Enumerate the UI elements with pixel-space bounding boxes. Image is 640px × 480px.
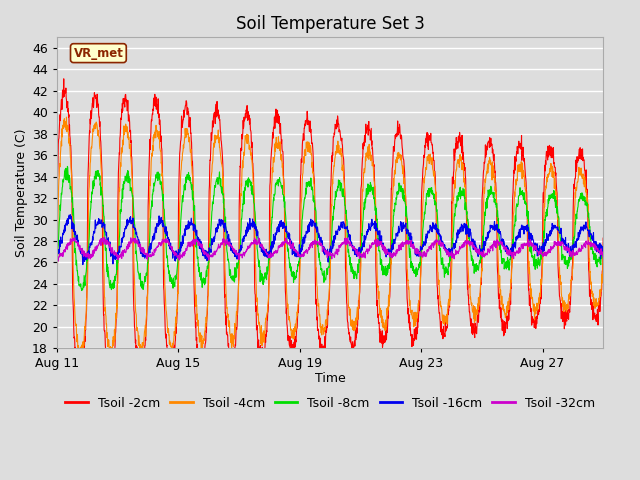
Tsoil -4cm (85, 187, 93, 192)
Tsoil -32cm (427, 246, 435, 252)
Tsoil -32cm (170, 252, 178, 257)
Tsoil -8cm (599, 243, 607, 249)
Tsoil -16cm (599, 246, 607, 252)
Text: VR_met: VR_met (74, 47, 124, 60)
Tsoil -16cm (67, 212, 74, 217)
Tsoil -2cm (276, 121, 284, 127)
Line: Tsoil -16cm: Tsoil -16cm (57, 215, 603, 264)
Line: Tsoil -4cm: Tsoil -4cm (57, 117, 603, 360)
Tsoil -16cm (276, 224, 284, 230)
Tsoil -8cm (258, 277, 266, 283)
Tsoil -16cm (258, 247, 266, 253)
Tsoil -4cm (63, 114, 70, 120)
Tsoil -32cm (53, 254, 61, 260)
Tsoil -32cm (100, 235, 108, 240)
Tsoil -4cm (77, 357, 85, 362)
Tsoil -16cm (170, 249, 178, 254)
Y-axis label: Soil Temperature (C): Soil Temperature (C) (15, 129, 28, 257)
Tsoil -8cm (170, 282, 178, 288)
Tsoil -2cm (53, 234, 61, 240)
Tsoil -4cm (599, 255, 607, 261)
Tsoil -32cm (280, 240, 287, 245)
Tsoil -4cm (280, 173, 287, 179)
Tsoil -16cm (85, 252, 93, 258)
Tsoil -8cm (53, 248, 61, 254)
Tsoil -8cm (78, 288, 86, 293)
Tsoil -4cm (170, 329, 178, 335)
Tsoil -8cm (276, 180, 284, 185)
Tsoil -4cm (427, 156, 435, 162)
Tsoil -2cm (280, 159, 287, 165)
Line: Tsoil -32cm: Tsoil -32cm (57, 238, 603, 261)
Tsoil -4cm (53, 276, 61, 281)
Tsoil -32cm (599, 252, 607, 258)
Legend: Tsoil -2cm, Tsoil -4cm, Tsoil -8cm, Tsoil -16cm, Tsoil -32cm: Tsoil -2cm, Tsoil -4cm, Tsoil -8cm, Tsoi… (60, 392, 600, 415)
Tsoil -8cm (85, 238, 93, 243)
Tsoil -2cm (258, 351, 266, 357)
Tsoil -16cm (79, 262, 86, 267)
Tsoil -32cm (85, 253, 93, 259)
Tsoil -2cm (77, 378, 84, 384)
Tsoil -2cm (85, 144, 93, 150)
Tsoil -2cm (170, 342, 178, 348)
Tsoil -32cm (276, 243, 284, 249)
Tsoil -32cm (54, 258, 62, 264)
Tsoil -32cm (258, 241, 266, 247)
Tsoil -16cm (53, 255, 61, 261)
X-axis label: Time: Time (315, 372, 346, 384)
Title: Soil Temperature Set 3: Soil Temperature Set 3 (236, 15, 424, 33)
Tsoil -4cm (258, 343, 266, 348)
Tsoil -8cm (427, 189, 435, 195)
Tsoil -16cm (280, 219, 287, 225)
Tsoil -4cm (276, 150, 284, 156)
Line: Tsoil -8cm: Tsoil -8cm (57, 167, 603, 290)
Tsoil -16cm (427, 225, 435, 230)
Tsoil -8cm (280, 192, 287, 197)
Tsoil -2cm (60, 76, 68, 82)
Tsoil -2cm (427, 136, 435, 142)
Line: Tsoil -2cm: Tsoil -2cm (57, 79, 603, 381)
Tsoil -8cm (63, 164, 71, 169)
Tsoil -2cm (599, 235, 607, 241)
